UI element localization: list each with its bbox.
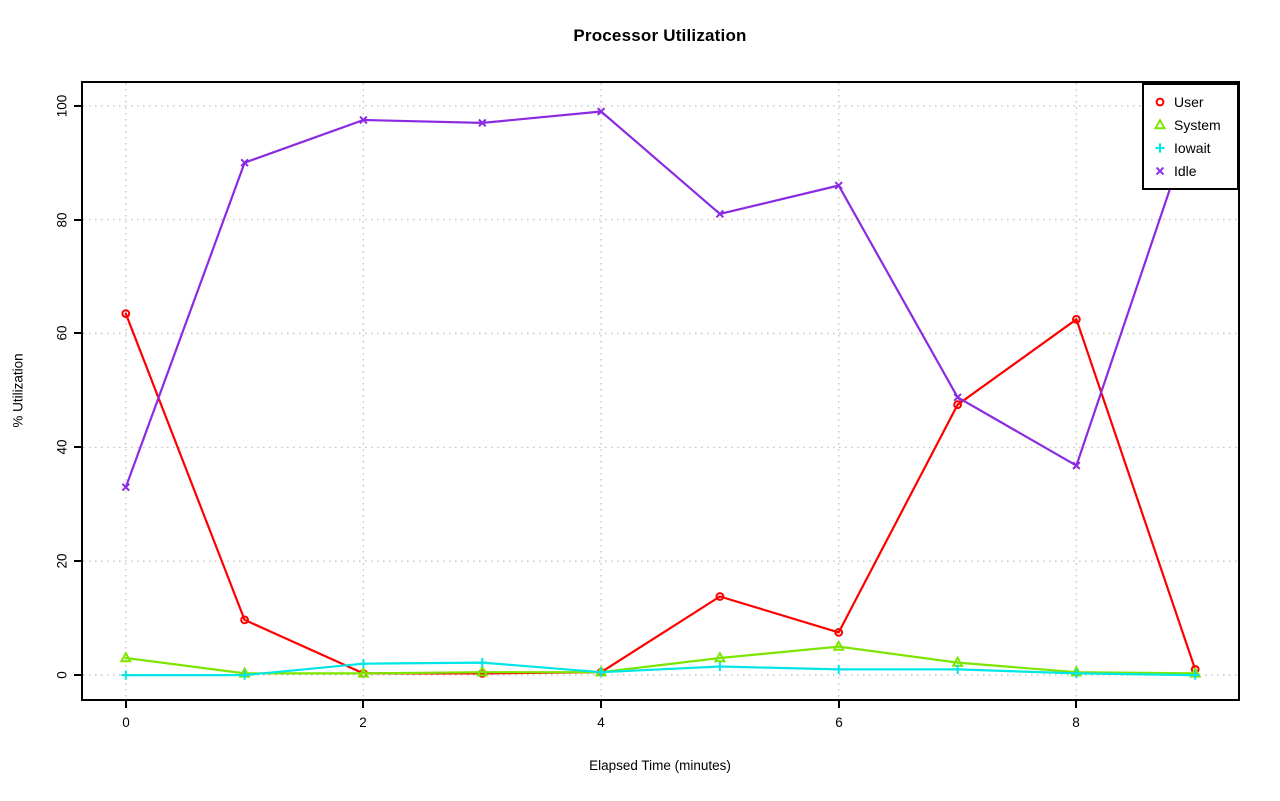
- x-tick-label: 8: [1072, 715, 1080, 730]
- series-user-line: [124, 312, 1197, 675]
- x-axis-tick: [1075, 701, 1077, 708]
- y-axis-tick: [74, 105, 81, 107]
- marker-plus: [477, 658, 487, 668]
- y-tick-label: 60: [54, 325, 70, 341]
- marker-circle: [1155, 97, 1165, 106]
- x-tick-label: 6: [835, 715, 843, 730]
- legend-item-iowait: Iowait: [1151, 136, 1231, 159]
- marker-x: [359, 115, 368, 125]
- marker-x: [834, 181, 843, 190]
- marker-circle: [240, 615, 250, 625]
- marker-x: [478, 118, 487, 128]
- x-axis-tick: [600, 701, 602, 708]
- marker-circle: [834, 628, 844, 637]
- y-tick-label: 80: [54, 212, 70, 228]
- marker-plus: [596, 667, 606, 677]
- marker-x: [240, 158, 249, 167]
- series-iowait-line: [124, 661, 1197, 677]
- marker-triangle: [713, 651, 726, 663]
- marker-plus: [358, 659, 368, 669]
- marker-plus: [1155, 142, 1165, 153]
- legend-symbol-x-icon: [1155, 166, 1165, 175]
- series-system-line: [124, 645, 1197, 675]
- legend-item-system: System: [1151, 113, 1231, 136]
- marker-x: [596, 107, 606, 116]
- x-tick-label: 4: [597, 715, 605, 730]
- marker-plus: [1190, 670, 1200, 680]
- y-axis-tick: [74, 446, 81, 448]
- y-tick-label: 100: [54, 94, 70, 118]
- marker-plus: [715, 661, 725, 672]
- chart-title: Processor Utilization: [573, 26, 747, 45]
- legend-symbol-plus-icon: [1155, 142, 1165, 153]
- marker-plus: [953, 664, 963, 674]
- y-tick-label: 20: [54, 553, 70, 569]
- marker-triangle: [832, 639, 845, 651]
- marker-triangle: [119, 651, 132, 663]
- marker-plus: [1071, 668, 1081, 678]
- y-axis-tick: [74, 219, 81, 221]
- y-axis-tick: [74, 560, 81, 562]
- marker-circle: [121, 309, 131, 319]
- legend-item-idle: Idle: [1151, 159, 1231, 182]
- y-axis-label: % Utilization: [10, 353, 26, 428]
- x-axis-tick: [125, 701, 127, 708]
- legend: User System Iowait Idle: [1142, 83, 1239, 190]
- y-axis-tick: [74, 332, 81, 334]
- y-tick-label: 0: [54, 671, 70, 679]
- marker-circle: [1072, 314, 1081, 324]
- legend-item-user: User: [1151, 90, 1231, 113]
- x-axis-tick: [362, 701, 364, 708]
- legend-symbol-circle-icon: [1155, 97, 1165, 106]
- marker-x: [1072, 461, 1081, 470]
- legend-label: Iowait: [1174, 139, 1211, 156]
- plot-svg: [83, 83, 1238, 699]
- legend-label: User: [1174, 93, 1204, 110]
- x-axis-tick: [838, 701, 840, 708]
- legend-label: Idle: [1174, 162, 1197, 179]
- marker-triangle: [357, 666, 370, 678]
- x-axis-label: Elapsed Time (minutes): [589, 758, 731, 773]
- series-idle-line: [124, 110, 1197, 489]
- marker-x: [953, 393, 962, 402]
- marker-x: [1155, 166, 1165, 175]
- legend-label: System: [1174, 116, 1221, 133]
- marker-triangle: [476, 665, 489, 677]
- marker-circle: [953, 400, 962, 410]
- marker-plus: [834, 664, 844, 674]
- y-tick-label: 40: [54, 439, 70, 455]
- marker-triangle: [1153, 117, 1167, 129]
- y-axis-tick: [74, 674, 81, 676]
- marker-x: [121, 483, 130, 492]
- marker-plus: [240, 670, 250, 680]
- plot-area: [81, 81, 1240, 701]
- x-tick-label: 2: [359, 715, 367, 730]
- marker-plus: [121, 670, 131, 680]
- legend-symbol-triangle-icon: [1153, 117, 1167, 129]
- marker-circle: [715, 592, 725, 601]
- marker-x: [715, 209, 725, 219]
- x-tick-label: 0: [122, 715, 130, 730]
